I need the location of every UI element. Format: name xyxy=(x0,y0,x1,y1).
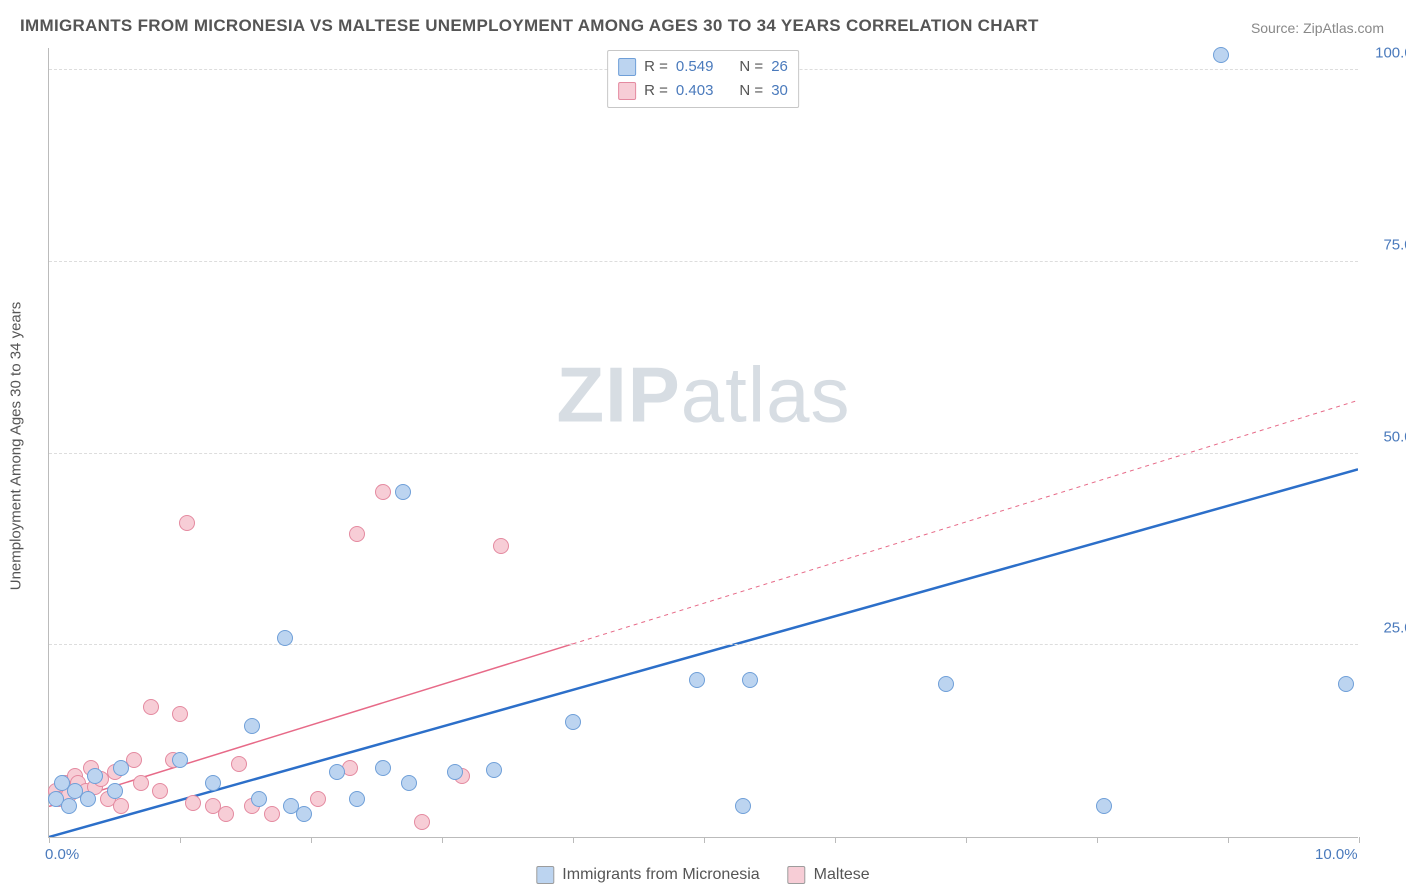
x-tick xyxy=(966,837,967,843)
data-point-maltese xyxy=(414,814,430,830)
trend-line-maltese xyxy=(49,644,573,806)
source-label: Source: xyxy=(1251,20,1299,36)
source-value: ZipAtlas.com xyxy=(1303,20,1384,36)
stat-r-value: 0.403 xyxy=(676,79,714,103)
y-tick-label: 50.0% xyxy=(1383,428,1406,445)
plot-area: ZIPatlas 25.0%50.0%75.0%100.0%0.0%10.0% xyxy=(48,48,1358,838)
data-point-maltese xyxy=(375,484,391,500)
stats-row-maltese: R = 0.403 N = 30 xyxy=(618,79,788,103)
data-point-micronesia xyxy=(689,672,705,688)
data-point-micronesia xyxy=(447,764,463,780)
gridline xyxy=(49,453,1358,454)
legend-item-micronesia: Immigrants from Micronesia xyxy=(536,866,759,884)
x-tick xyxy=(573,837,574,843)
x-tick xyxy=(311,837,312,843)
x-tick xyxy=(1359,837,1360,843)
x-tick xyxy=(835,837,836,843)
data-point-maltese xyxy=(218,806,234,822)
y-tick-label: 75.0% xyxy=(1383,236,1406,253)
x-tick xyxy=(1097,837,1098,843)
x-tick xyxy=(442,837,443,843)
swatch-micronesia xyxy=(618,58,636,76)
stats-legend: R = 0.549 N = 26 R = 0.403 N = 30 xyxy=(607,50,799,108)
data-point-micronesia xyxy=(375,760,391,776)
stat-r-label: R = xyxy=(644,79,668,103)
data-point-micronesia xyxy=(296,806,312,822)
y-tick-label: 100.0% xyxy=(1375,45,1406,62)
x-tick xyxy=(180,837,181,843)
data-point-micronesia xyxy=(80,791,96,807)
data-point-micronesia xyxy=(1338,676,1354,692)
stat-n-value: 30 xyxy=(771,79,788,103)
data-point-micronesia xyxy=(244,718,260,734)
stat-n-label: N = xyxy=(739,79,763,103)
gridline xyxy=(49,261,1358,262)
stat-n-value: 26 xyxy=(771,55,788,79)
data-point-micronesia xyxy=(565,714,581,730)
data-point-micronesia xyxy=(735,798,751,814)
data-point-micronesia xyxy=(87,768,103,784)
chart-container: IMMIGRANTS FROM MICRONESIA VS MALTESE UN… xyxy=(0,0,1406,892)
data-point-maltese xyxy=(179,515,195,531)
data-point-maltese xyxy=(231,756,247,772)
data-point-micronesia xyxy=(395,484,411,500)
data-point-micronesia xyxy=(401,775,417,791)
data-point-maltese xyxy=(152,783,168,799)
x-tick-label: 0.0% xyxy=(45,846,79,863)
legend-label: Maltese xyxy=(814,866,870,884)
data-point-micronesia xyxy=(938,676,954,692)
data-point-maltese xyxy=(133,775,149,791)
series-legend: Immigrants from Micronesia Maltese xyxy=(536,866,869,884)
trend-line-micronesia xyxy=(49,469,1358,837)
data-point-micronesia xyxy=(172,752,188,768)
stats-row-micronesia: R = 0.549 N = 26 xyxy=(618,55,788,79)
data-point-micronesia xyxy=(61,798,77,814)
data-point-maltese xyxy=(185,795,201,811)
data-point-micronesia xyxy=(486,762,502,778)
y-tick-label: 25.0% xyxy=(1383,620,1406,637)
data-point-micronesia xyxy=(277,630,293,646)
watermark: ZIPatlas xyxy=(556,350,850,441)
data-point-micronesia xyxy=(1096,798,1112,814)
data-point-maltese xyxy=(172,706,188,722)
stat-n-label: N = xyxy=(739,55,763,79)
trend-lines-svg xyxy=(49,48,1358,837)
source-attribution: Source: ZipAtlas.com xyxy=(1251,20,1384,36)
data-point-maltese xyxy=(310,791,326,807)
data-point-micronesia xyxy=(113,760,129,776)
data-point-maltese xyxy=(143,699,159,715)
chart-title: IMMIGRANTS FROM MICRONESIA VS MALTESE UN… xyxy=(20,16,1039,36)
data-point-micronesia xyxy=(742,672,758,688)
data-point-micronesia xyxy=(329,764,345,780)
data-point-maltese xyxy=(493,538,509,554)
data-point-maltese xyxy=(113,798,129,814)
data-point-micronesia xyxy=(1213,47,1229,63)
legend-label: Immigrants from Micronesia xyxy=(562,866,759,884)
data-point-micronesia xyxy=(349,791,365,807)
x-tick xyxy=(1228,837,1229,843)
stat-r-value: 0.549 xyxy=(676,55,714,79)
data-point-micronesia xyxy=(205,775,221,791)
legend-item-maltese: Maltese xyxy=(788,866,870,884)
x-tick xyxy=(49,837,50,843)
legend-swatch-micronesia xyxy=(536,866,554,884)
watermark-rest: atlas xyxy=(681,351,851,439)
stat-r-label: R = xyxy=(644,55,668,79)
watermark-bold: ZIP xyxy=(556,351,680,439)
x-tick-label: 10.0% xyxy=(1315,846,1358,863)
data-point-micronesia xyxy=(251,791,267,807)
x-tick xyxy=(704,837,705,843)
y-axis-title: Unemployment Among Ages 30 to 34 years xyxy=(8,302,25,591)
gridline xyxy=(49,644,1358,645)
swatch-maltese xyxy=(618,82,636,100)
trend-line-maltese-dashed xyxy=(573,400,1358,644)
data-point-maltese xyxy=(349,526,365,542)
data-point-micronesia xyxy=(107,783,123,799)
legend-swatch-maltese xyxy=(788,866,806,884)
data-point-maltese xyxy=(264,806,280,822)
